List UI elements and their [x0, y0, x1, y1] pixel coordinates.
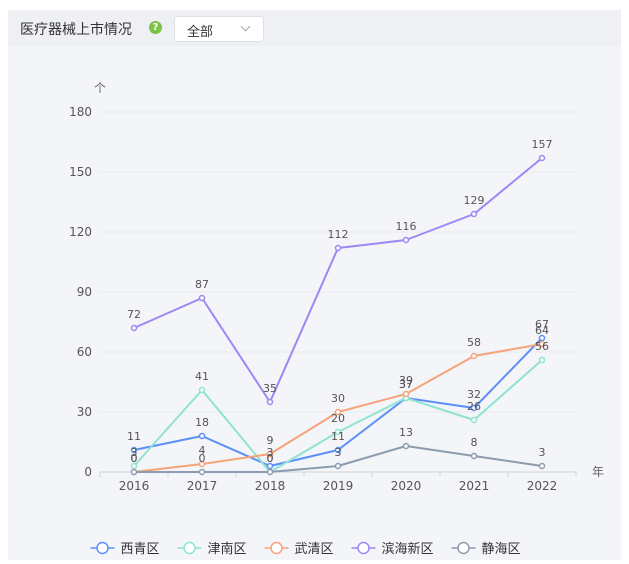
data-label: 37: [399, 378, 413, 391]
data-point: [266, 450, 274, 458]
data-point: [470, 452, 478, 460]
data-label: 67: [535, 318, 549, 331]
x-axis-unit: 年: [592, 465, 604, 479]
data-label: 35: [263, 382, 277, 395]
data-label: 56: [535, 340, 549, 353]
data-label: 3: [335, 446, 342, 459]
data-label: 0: [267, 452, 274, 465]
data-point: [538, 340, 546, 348]
y-tick-label: 150: [69, 165, 92, 179]
data-point: [266, 462, 274, 470]
legend-item[interactable]: 静海区: [482, 542, 521, 557]
data-point: [334, 462, 342, 470]
data-label: 3: [267, 446, 274, 459]
data-label: 41: [195, 370, 209, 383]
legend-marker: [457, 541, 470, 555]
legend-item[interactable]: 津南区: [208, 541, 247, 557]
legend-marker: [357, 541, 370, 555]
region-filter-value: 全部: [187, 25, 214, 40]
data-point: [130, 324, 138, 332]
data-label: 11: [127, 430, 141, 443]
data-point: [266, 468, 274, 476]
data-label: 20: [331, 412, 345, 425]
data-label: 58: [467, 336, 481, 349]
data-label: 11: [331, 430, 345, 443]
data-label: 26: [467, 400, 481, 413]
x-tick-label: 2018: [255, 479, 286, 493]
data-label: 0: [199, 452, 206, 465]
data-label: 30: [331, 392, 345, 405]
y-tick-label: 180: [69, 105, 92, 119]
data-label: 0: [267, 452, 274, 465]
help-icon[interactable]: ?: [149, 21, 162, 34]
data-point: [334, 428, 342, 436]
data-label: 9: [267, 434, 274, 447]
y-axis-unit: 个: [94, 81, 106, 95]
data-point: [334, 408, 342, 416]
data-point: [538, 356, 546, 364]
legend-marker: [96, 541, 109, 555]
data-label: 72: [127, 308, 141, 321]
data-point: [130, 446, 138, 454]
data-label: 112: [328, 228, 349, 241]
data-point: [470, 352, 478, 360]
data-label: 157: [532, 138, 553, 151]
data-point: [470, 416, 478, 424]
data-label: 18: [195, 416, 209, 429]
data-point: [198, 386, 206, 394]
data-label: 129: [464, 194, 485, 207]
legend-marker: [183, 541, 196, 555]
data-point: [470, 210, 478, 218]
data-label: 116: [396, 220, 417, 233]
data-label: 0: [131, 452, 138, 465]
x-tick-label: 2016: [119, 479, 150, 493]
data-point: [402, 390, 410, 398]
data-point: [266, 398, 274, 406]
x-tick-label: 2019: [323, 479, 354, 493]
y-tick-label: 120: [69, 225, 92, 239]
data-point: [334, 244, 342, 252]
data-point: [198, 432, 206, 440]
y-tick-label: 60: [77, 345, 92, 359]
card-header: 医疗器械上市情况 ? 全部: [8, 10, 621, 46]
data-label: 64: [535, 324, 549, 337]
data-point: [334, 446, 342, 454]
y-tick-label: 0: [84, 465, 92, 479]
legend-marker: [270, 541, 283, 555]
data-label: 32: [467, 388, 481, 401]
x-tick-label: 2021: [459, 479, 490, 493]
data-point: [130, 468, 138, 476]
data-point: [198, 468, 206, 476]
data-point: [402, 442, 410, 450]
legend-item[interactable]: 武清区: [295, 542, 334, 557]
x-tick-label: 2020: [391, 479, 422, 493]
data-point: [538, 462, 546, 470]
data-label: 8: [471, 436, 478, 449]
data-label: 4: [199, 444, 206, 457]
data-point: [538, 334, 546, 342]
data-point: [538, 154, 546, 162]
data-label: 37: [399, 378, 413, 391]
data-point: [198, 460, 206, 468]
x-tick-label: 2017: [187, 479, 218, 493]
data-label: 39: [399, 374, 413, 387]
y-tick-label: 90: [77, 285, 92, 299]
data-label: 3: [539, 446, 546, 459]
data-label: 13: [399, 426, 413, 439]
legend-item[interactable]: 西青区: [121, 542, 160, 557]
data-point: [130, 462, 138, 470]
page-title: 医疗器械上市情况: [20, 22, 132, 38]
data-label: 0: [131, 452, 138, 465]
data-point: [470, 404, 478, 412]
data-label: 3: [131, 446, 138, 459]
data-point: [198, 294, 206, 302]
y-tick-label: 30: [77, 405, 92, 419]
region-filter-select[interactable]: 全部: [174, 16, 264, 42]
legend-item[interactable]: 滨海新区: [382, 541, 434, 557]
x-tick-label: 2022: [527, 479, 558, 493]
data-point: [402, 236, 410, 244]
data-label: 87: [195, 278, 209, 291]
